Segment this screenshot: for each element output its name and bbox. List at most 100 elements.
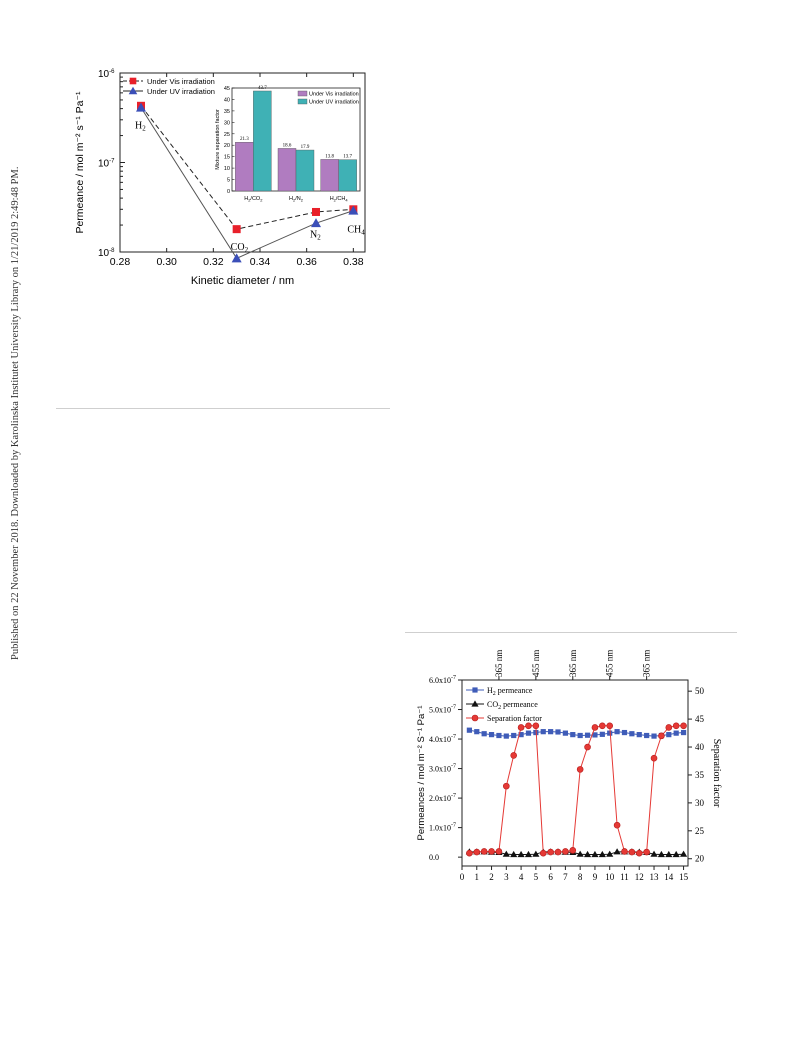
inset-legend-swatch bbox=[297, 90, 308, 97]
data-point bbox=[232, 225, 241, 234]
y-tick-label: 2.0x10-7 bbox=[429, 793, 456, 803]
wavelength-label: 455 nm bbox=[605, 650, 615, 677]
molecule-label: H2 bbox=[135, 120, 146, 132]
legend-marker bbox=[129, 77, 137, 85]
data-point bbox=[613, 821, 621, 829]
inset-bar-label: 17.9 bbox=[301, 145, 310, 150]
data-point bbox=[517, 724, 525, 731]
data-point bbox=[650, 850, 658, 857]
data-point bbox=[598, 850, 606, 858]
data-point bbox=[672, 722, 680, 730]
inset-y-tick-label: 30 bbox=[224, 120, 230, 126]
data-point bbox=[607, 730, 613, 736]
inset-legend-swatch bbox=[297, 98, 308, 105]
inset-legend-label: Under UV irradiation bbox=[309, 100, 359, 106]
series-line bbox=[140, 107, 354, 259]
data-point bbox=[591, 724, 599, 731]
data-point bbox=[231, 253, 242, 263]
x-axis-label: Kinetic diameter / nm bbox=[191, 275, 294, 287]
x-tick-label: 0.32 bbox=[203, 256, 224, 268]
data-point bbox=[679, 850, 688, 857]
legend-marker bbox=[471, 700, 479, 707]
x-tick-label: 10 bbox=[605, 872, 615, 882]
x-tick-label: 7 bbox=[563, 872, 568, 882]
inset-bar-label: 13.7 bbox=[343, 155, 352, 160]
plot-frame bbox=[461, 679, 689, 867]
data-point bbox=[495, 848, 503, 855]
x-tick-label: 1 bbox=[475, 872, 480, 882]
data-point bbox=[480, 848, 488, 855]
x-tick-label: 0 bbox=[460, 872, 465, 882]
wavelength-label: 455 nm bbox=[531, 650, 541, 677]
data-point bbox=[312, 207, 320, 216]
y2-tick-label: 45 bbox=[695, 714, 705, 724]
inset-category-label: H2/CO2 bbox=[244, 196, 263, 203]
inset-y-tick-label: 40 bbox=[224, 97, 230, 103]
y-tick-label: 10-8 bbox=[98, 248, 115, 259]
y2-tick-label: 20 bbox=[695, 854, 705, 864]
data-point bbox=[583, 850, 592, 858]
data-point bbox=[562, 848, 569, 855]
data-point bbox=[348, 205, 359, 215]
series-line bbox=[469, 725, 684, 854]
inset-bar bbox=[235, 142, 254, 192]
molecule-label: N2 bbox=[310, 230, 321, 242]
data-point bbox=[635, 849, 643, 857]
y-axis-label: Permeance / mol m⁻² s⁻¹ Pa⁻¹ bbox=[74, 91, 86, 234]
data-point bbox=[547, 848, 554, 856]
data-point bbox=[665, 724, 673, 731]
wavelength-label: 365 nm bbox=[568, 650, 578, 677]
data-point bbox=[554, 848, 562, 856]
data-point bbox=[532, 722, 540, 730]
x-tick-label: 4 bbox=[519, 872, 524, 882]
data-point bbox=[488, 732, 495, 738]
wavelength-label: 365 nm bbox=[642, 650, 652, 677]
x-tick-label: 2 bbox=[489, 872, 494, 882]
data-point bbox=[673, 730, 679, 736]
legend-label: H2 permeance bbox=[487, 686, 533, 697]
inset-y-tick-label: 10 bbox=[224, 166, 230, 172]
y2-tick-label: 50 bbox=[695, 686, 705, 696]
x-tick-label: 14 bbox=[664, 872, 674, 882]
data-point bbox=[488, 848, 495, 855]
data-point bbox=[680, 729, 687, 736]
inset-bar-label: 13.8 bbox=[325, 154, 334, 159]
data-point bbox=[584, 743, 591, 751]
data-point bbox=[591, 850, 599, 858]
data-point bbox=[570, 732, 576, 738]
data-point bbox=[525, 722, 532, 730]
y-tick-label: 0.0 bbox=[429, 853, 439, 862]
x-tick-label: 11 bbox=[620, 872, 629, 882]
x-tick-label: 0.36 bbox=[296, 256, 317, 268]
data-point bbox=[584, 732, 591, 738]
data-point bbox=[599, 731, 605, 737]
left-column-rule bbox=[56, 408, 390, 409]
inset-bar bbox=[295, 149, 315, 192]
x-tick-label: 13 bbox=[650, 872, 660, 882]
data-point bbox=[672, 850, 680, 858]
inset-bar-label: 43.7 bbox=[258, 86, 267, 91]
inset-y-tick-label: 35 bbox=[224, 109, 230, 115]
y2-axis-label: Separation factor bbox=[711, 739, 722, 808]
legend-label: CO2 permeance bbox=[487, 700, 538, 711]
data-point bbox=[511, 732, 517, 739]
permeance-time-chart: 0 1 2 3 4 5 6 7 8 9 10 11 12 13 14 150.01.0x10-72.0x10-… bbox=[416, 650, 722, 882]
molecule-label: CH4 bbox=[347, 225, 365, 237]
data-point bbox=[136, 102, 146, 112]
y-tick-label: 1.0x10-7 bbox=[429, 823, 456, 833]
data-point bbox=[650, 754, 658, 762]
x-tick-label: 6 bbox=[548, 872, 553, 882]
inset-bar bbox=[320, 159, 339, 192]
inset-bar-label: 18.6 bbox=[283, 143, 292, 148]
inset-bar bbox=[338, 159, 357, 192]
legend-marker bbox=[471, 714, 479, 722]
download-notice: Published on 22 November 2018. Downloade… bbox=[10, 167, 21, 660]
data-point bbox=[621, 729, 628, 736]
data-point bbox=[636, 732, 642, 738]
data-point bbox=[569, 847, 577, 854]
inset-bar-label: 21.3 bbox=[240, 137, 249, 142]
legend-label: Separation factor bbox=[487, 714, 542, 723]
data-point bbox=[525, 730, 532, 736]
y-tick-label: 3.0x10-7 bbox=[429, 764, 456, 774]
data-point bbox=[502, 850, 510, 857]
